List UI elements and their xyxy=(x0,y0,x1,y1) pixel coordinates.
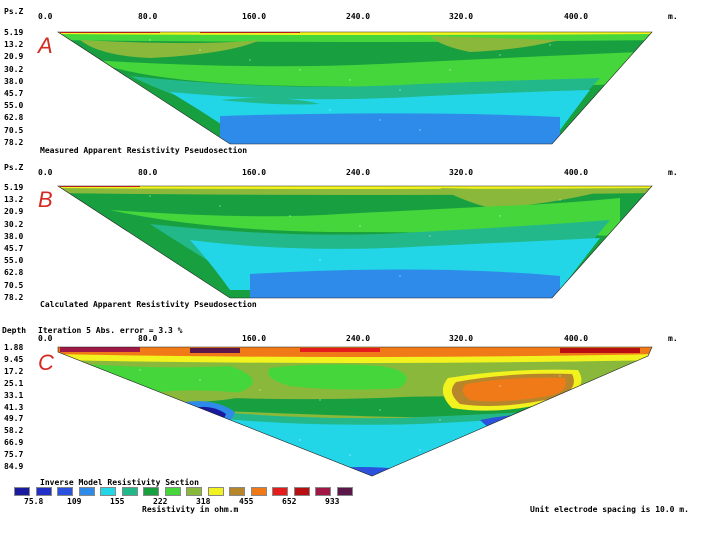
legend-swatch xyxy=(78,487,95,496)
x-tick-label: 320.0 xyxy=(449,168,474,177)
depth-label: 49.7 xyxy=(4,414,24,424)
depth-label: 5.19 xyxy=(4,183,24,192)
x-tick-label: 320.0 xyxy=(449,12,474,21)
legend-value-label: 652 xyxy=(282,497,297,506)
legend-value-label: 318 xyxy=(196,497,211,506)
depth-label: 20.9 xyxy=(4,207,24,217)
legend-value-label: 222 xyxy=(153,497,168,506)
depth-label: 38.0 xyxy=(4,231,24,241)
depth-label: 13.2 xyxy=(4,40,24,50)
depth-label: 17.2 xyxy=(4,366,24,376)
depth-label: 9.45 xyxy=(4,354,24,364)
legend-title: Resistivity in ohm.m xyxy=(142,505,239,514)
depth-label: 30.2 xyxy=(4,64,24,74)
legend-swatch xyxy=(121,487,138,496)
legend-value-label: 933 xyxy=(325,497,340,506)
legend-swatch xyxy=(250,487,267,496)
legend-swatch xyxy=(35,487,52,496)
depth-label: 78.2 xyxy=(4,292,24,302)
legend-swatch xyxy=(229,487,245,496)
x-tick-label: 400.0 xyxy=(564,12,589,21)
depth-label: 70.5 xyxy=(4,125,24,135)
depth-label: 75.7 xyxy=(4,450,24,460)
depth-label: 25.1 xyxy=(4,378,24,388)
x-unit-label: m. xyxy=(668,12,678,21)
panel-c-iteration-header: Iteration 5 Abs. error = 3.3 % xyxy=(38,326,183,335)
legend-swatch xyxy=(272,487,288,496)
panel-c-axis-label: Depth xyxy=(2,326,27,335)
legend-swatch xyxy=(336,487,353,496)
depth-label: 55.0 xyxy=(4,256,24,266)
legend-swatch xyxy=(186,487,202,496)
legend-swatch xyxy=(293,487,310,496)
depth-label: 78.2 xyxy=(4,137,24,147)
depth-label: 20.9 xyxy=(4,52,24,62)
x-unit-label: m. xyxy=(668,168,678,177)
legend-value-label: 455 xyxy=(239,497,254,506)
x-tick-label: 80.0 xyxy=(138,168,158,177)
x-tick-label: 80.0 xyxy=(138,12,158,21)
depth-label: 45.7 xyxy=(4,89,24,98)
depth-label: 62.8 xyxy=(4,268,24,278)
legend-value-label: 75.8 xyxy=(24,497,44,506)
x-tick-label: 0.0 xyxy=(38,12,53,21)
inverse-model-section xyxy=(57,346,653,477)
legend-value-label: 155 xyxy=(110,497,125,506)
x-tick-label: 240.0 xyxy=(346,334,371,343)
legend-swatch xyxy=(164,487,181,496)
pseudosection-calculated xyxy=(56,185,653,299)
x-tick-label: 0.0 xyxy=(38,168,53,177)
depth-label: 33.1 xyxy=(4,390,24,400)
depth-label: 58.2 xyxy=(4,426,24,436)
panel-c-caption: Inverse Model Resistivity Section xyxy=(40,478,199,487)
x-tick-label: 160.0 xyxy=(242,334,267,343)
panel-a-axis-label: Ps.Z xyxy=(4,7,24,16)
pseudosection-measured xyxy=(56,31,653,145)
panel-b-axis-label: Ps.Z xyxy=(4,163,24,172)
panel-a-caption: Measured Apparent Resistivity Pseudosect… xyxy=(40,146,248,155)
x-tick-label: 400.0 xyxy=(564,168,589,177)
legend-swatch xyxy=(100,487,116,496)
electrode-spacing-note: Unit electrode spacing is 10.0 m. xyxy=(530,505,689,514)
legend-value-label: 109 xyxy=(67,497,82,506)
x-tick-label: 240.0 xyxy=(346,168,371,177)
x-tick-label: 0.0 xyxy=(38,334,53,343)
x-tick-label: 80.0 xyxy=(138,334,158,343)
x-tick-label: 160.0 xyxy=(242,168,267,177)
depth-label: 5.19 xyxy=(4,28,24,37)
x-tick-label: 320.0 xyxy=(449,334,474,343)
legend-swatch xyxy=(57,487,73,496)
depth-label: 70.5 xyxy=(4,280,24,290)
legend-swatch xyxy=(207,487,224,496)
x-tick-label: 240.0 xyxy=(346,12,371,21)
x-tick-label: 160.0 xyxy=(242,12,267,21)
x-tick-label: 400.0 xyxy=(564,334,589,343)
legend-swatch xyxy=(14,487,30,496)
legend-swatch xyxy=(143,487,159,496)
x-unit-label: m. xyxy=(668,334,678,343)
depth-label: 84.9 xyxy=(4,462,24,471)
depth-label: 66.9 xyxy=(4,438,24,448)
depth-label: 55.0 xyxy=(4,101,24,111)
legend-swatch xyxy=(315,487,331,496)
panel-a-letter: A xyxy=(38,33,53,58)
depth-label: 1.88 xyxy=(4,343,24,352)
depth-label: 38.0 xyxy=(4,76,24,86)
depth-label: 30.2 xyxy=(4,219,24,229)
depth-label: 41.3 xyxy=(4,402,24,412)
panel-c-letter: C xyxy=(38,350,54,375)
depth-label: 45.7 xyxy=(4,244,24,253)
depth-label: 13.2 xyxy=(4,195,24,205)
depth-label: 62.8 xyxy=(4,113,24,123)
panel-b-letter: B xyxy=(38,187,53,212)
panel-b-caption: Calculated Apparent Resistivity Pseudose… xyxy=(40,300,257,309)
